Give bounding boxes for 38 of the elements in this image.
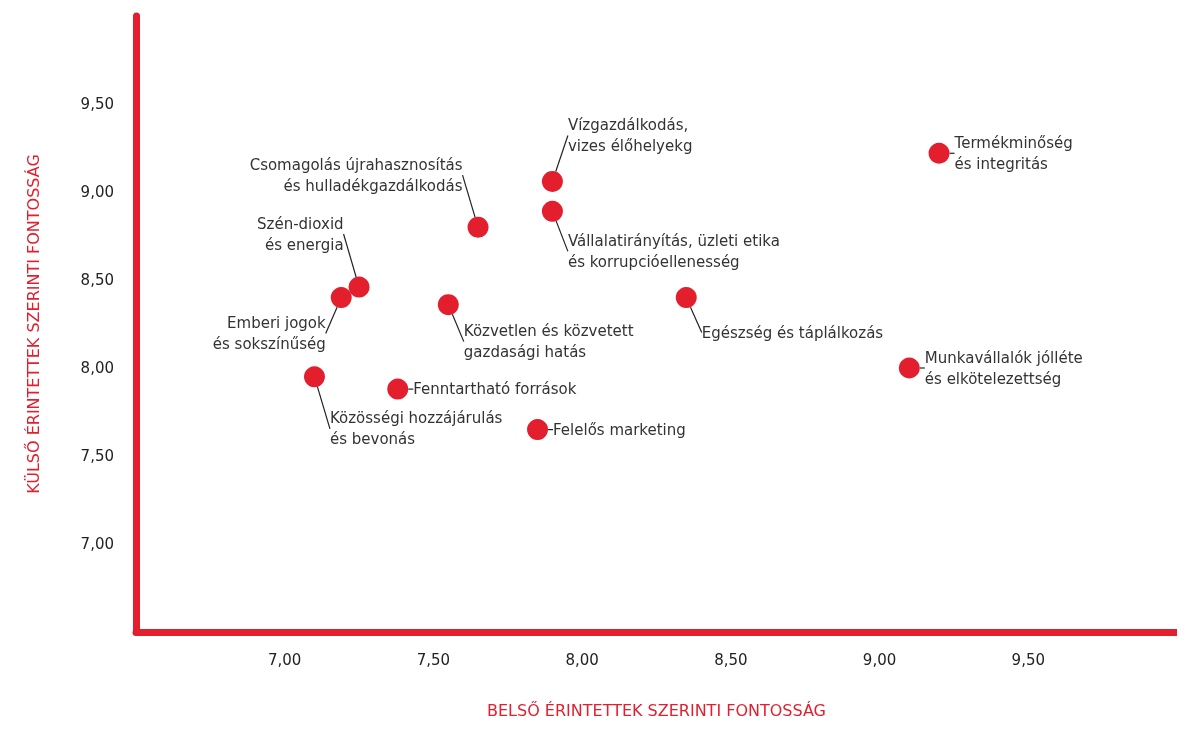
point [330, 287, 352, 309]
y-tick-label: 9,50 [80, 95, 114, 113]
point [467, 216, 489, 238]
x-tick-label: 7,50 [416, 650, 451, 669]
y-tick-label: 8,00 [80, 359, 114, 377]
x-tick-label: 8,50 [714, 650, 748, 669]
x-axis-title: BELSŐ ÉRINTETTEK SZERINTI FONTOSSÁG [487, 699, 826, 720]
annotation: Vállalatirányítás, üzleti etika és korrupcióellenesség [567, 231, 780, 271]
point [527, 419, 549, 441]
y-tick-label: 9,00 [80, 183, 114, 201]
point [675, 287, 697, 309]
annotation: Közvetlen és közvetett gazdasági hatás [463, 322, 634, 362]
annotation: Közösségi hozzájárulás és bevonás [329, 409, 503, 449]
point [898, 357, 920, 379]
annotation: Munkavállalók jólléte és elkötelezettség [924, 348, 1083, 388]
point [541, 170, 563, 192]
annotation: Egészség és táplálkozás [701, 323, 884, 342]
annotation: Szén-dioxid és energia [257, 214, 344, 254]
y-tick-label: 7,50 [80, 447, 114, 465]
point [348, 276, 370, 298]
annotation: Vízgazdálkodás, vizes élőhelyekg [567, 115, 693, 155]
annotation: Csomagolás újrahasznosítás és hulladékgazdálkodás [249, 155, 463, 195]
x-tick-label: 9,50 [1011, 650, 1045, 669]
point [928, 142, 950, 164]
point [303, 366, 325, 388]
annotation: Felelős marketing [553, 420, 686, 439]
point [387, 378, 409, 400]
y-axis-title: KÜLSŐ ÉRINTETTEK SZERINTI FONTOSSÁG [22, 154, 43, 494]
annotation: Fenntartható források [413, 380, 577, 399]
x-tick-label: 8,00 [565, 650, 599, 669]
annotation: Emberi jogok és sokszínűség [212, 314, 327, 354]
annotation: Termékminőség és integritás [953, 133, 1073, 173]
y-tick-label: 8,50 [80, 271, 114, 289]
x-tick-label: 7,00 [268, 650, 302, 669]
point [541, 200, 563, 222]
x-tick-label: 9,00 [862, 650, 897, 669]
y-tick-label: 7,00 [80, 535, 114, 553]
point [437, 294, 459, 316]
